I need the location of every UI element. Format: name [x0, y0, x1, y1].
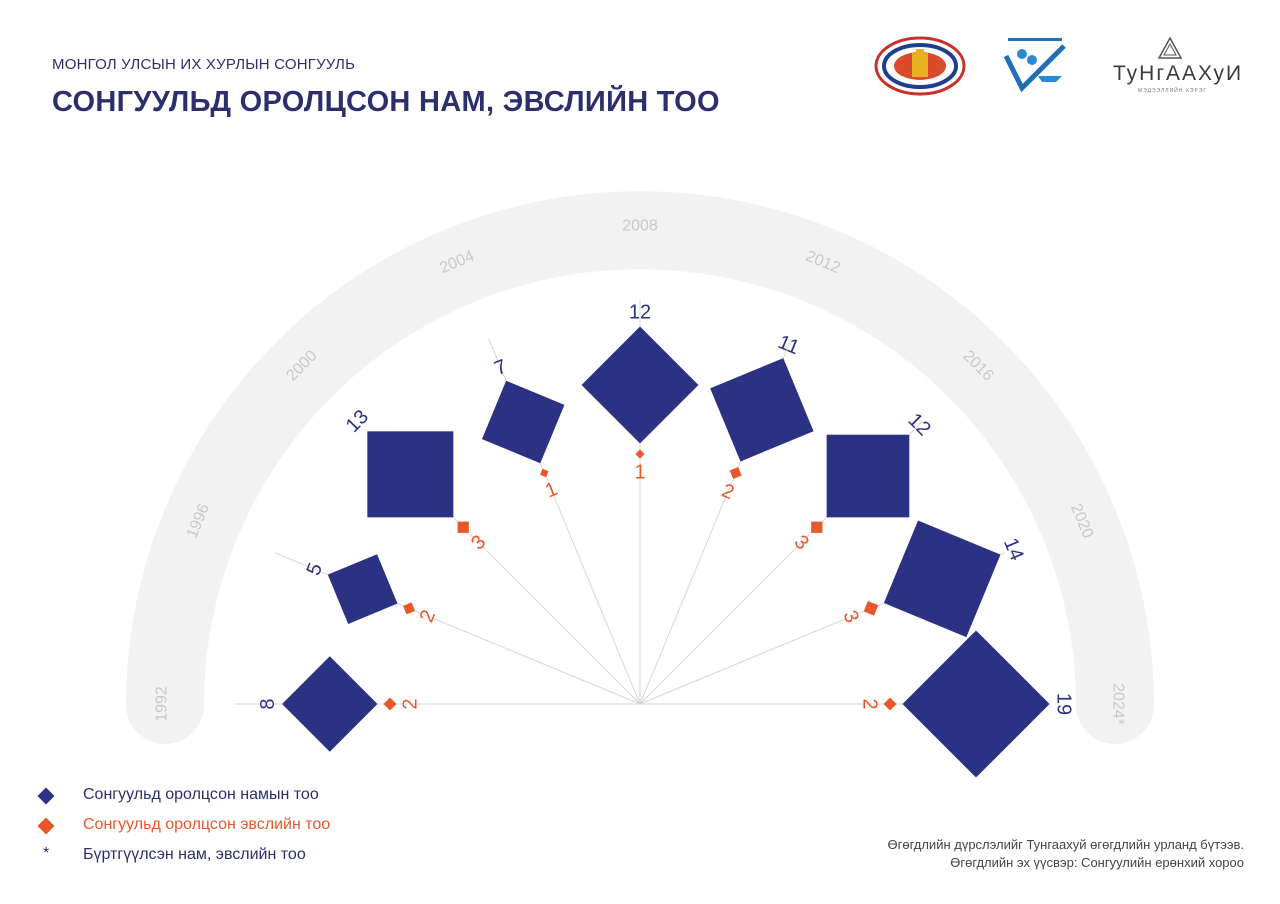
logo-group: ТуНгААХуИ МЭДЭЭЛЛИЙН ХЭРЭГ: [870, 36, 1244, 106]
coalition-diamond: [635, 449, 645, 459]
party-diamond: [710, 358, 814, 462]
party-value-label: 7: [491, 356, 510, 381]
coalition-diamond: [457, 521, 469, 533]
coalition-diamond: [403, 602, 416, 615]
coalition-diamond: [883, 697, 897, 711]
legend-label-parties: Сонгуульд оролцсон намын тоо: [83, 786, 319, 803]
coalition-value-label: 2: [859, 698, 881, 709]
coalition-value-label: 2: [416, 607, 441, 626]
coalition-value-label: 1: [542, 478, 561, 503]
footnote-line-1: Өгөгдлийн дүрслэлийг Тунгаахуй өгөгдлийн…: [887, 837, 1244, 852]
party-diamond: [581, 326, 699, 444]
year-label: 1992: [154, 686, 171, 722]
coalition-value-label: 2: [718, 480, 737, 505]
tungaakhui-logo-text: ТуНгААХуИ: [1113, 62, 1244, 85]
coalition-diamond: [811, 521, 823, 533]
coalition-value-label: 2: [400, 698, 422, 709]
party-value-label: 14: [999, 535, 1028, 564]
party-value-label: 19: [1053, 693, 1075, 715]
year-label: 2024*: [1110, 683, 1127, 725]
legend-label-coalitions: Сонгуульд оролцсон эвслийн тоо: [83, 816, 331, 833]
legend-label-registered: Бүртгүүлсэн нам, эвслийн тоо: [83, 846, 306, 863]
tungaakhui-mark-icon: [1157, 36, 1183, 59]
party-diamond: [481, 380, 565, 464]
page-subtitle: МОНГОЛ УЛСЫН ИХ ХУРЛЫН СОНГУУЛЬ: [52, 56, 356, 73]
party-value-label: 8: [257, 698, 279, 709]
party-value-label: 5: [303, 560, 328, 579]
party-diamond: [282, 656, 378, 752]
coalition-diamond: [729, 467, 742, 480]
party-diamond: [327, 554, 398, 624]
party-diamond: [883, 520, 1001, 638]
coalition-diamond: [540, 468, 549, 478]
tungaakhui-logo-subtext: МЭДЭЭЛЛИЙН ХЭРЭГ: [1138, 88, 1208, 94]
coalition-value-label: 3: [838, 607, 863, 626]
party-diamond: [902, 630, 1050, 778]
footnote: Өгөгдлийн дүрслэлийг Тунгаахуй өгөгдлийн…: [888, 836, 1244, 872]
page-title: СОНГУУЛЬД ОРОЛЦСОН НАМ, ЭВСЛИЙН ТОО: [52, 86, 720, 118]
party-value-label: 12: [629, 302, 651, 324]
party-diamond: [826, 434, 910, 518]
coalition-diamond: [383, 697, 397, 711]
coalition-diamond: [863, 600, 879, 616]
asterisk-icon: *: [43, 845, 50, 862]
party-value-label: 11: [775, 331, 803, 359]
election-commission-seal-icon: [874, 36, 966, 96]
year-label: 2008: [622, 218, 658, 235]
party-diamond: [367, 431, 454, 518]
coalition-value-label: 1: [634, 462, 645, 484]
year-arc-band: [126, 191, 1154, 744]
voter-education-logo-icon: [1003, 38, 1066, 93]
footnote-line-2: Өгөгдлийн эх үүсвэр: Сонгуулийн ерөнхий …: [950, 855, 1244, 870]
